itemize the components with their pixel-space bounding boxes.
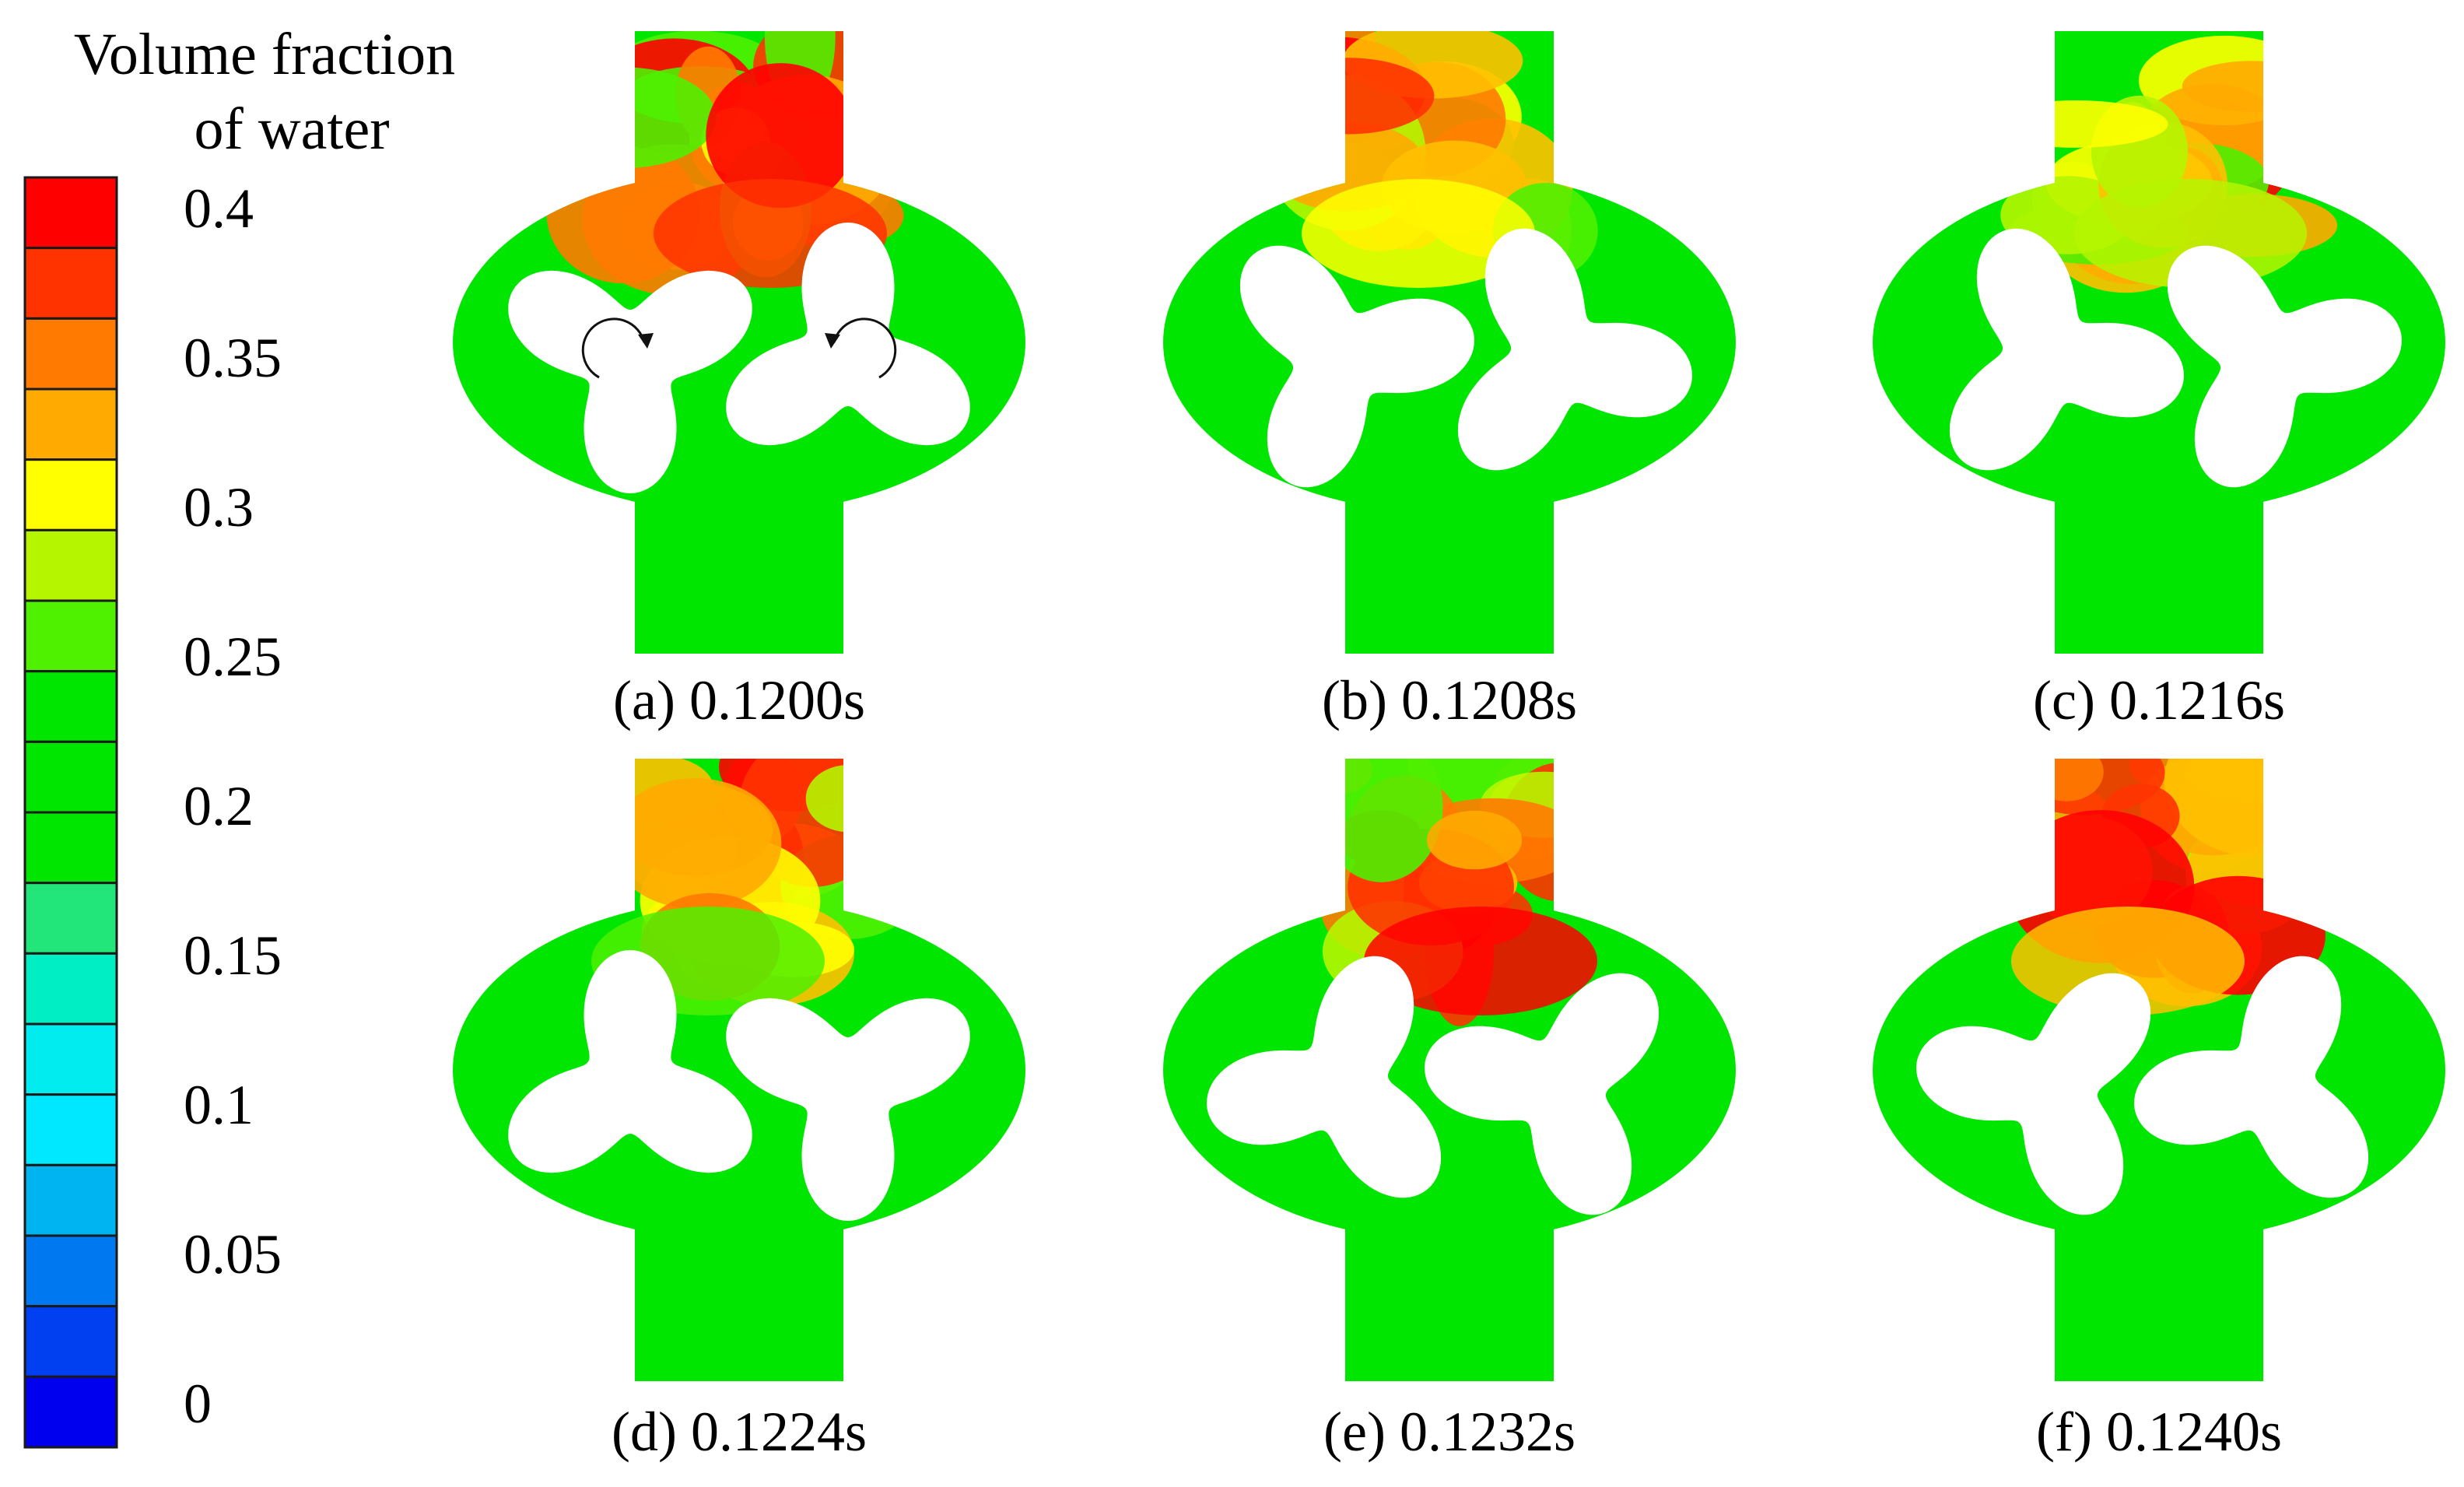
water-fraction-contour bbox=[1320, 759, 1443, 882]
water-fraction-contour bbox=[2011, 907, 2245, 1015]
colorbar-swatch bbox=[23, 317, 118, 391]
colorbar-swatch bbox=[23, 882, 118, 955]
right-rotor bbox=[2134, 956, 2369, 1198]
colorbar-swatch bbox=[23, 670, 118, 743]
left-rotor bbox=[508, 950, 752, 1173]
colorbar-swatch bbox=[23, 176, 118, 250]
colorbar-tick: 0.05 bbox=[184, 1223, 282, 1285]
left-rotor bbox=[1207, 956, 1442, 1198]
colorbar-tick: 0.3 bbox=[184, 476, 254, 538]
pump-panel-c bbox=[1873, 31, 2445, 654]
pump-panel-a bbox=[453, 31, 1025, 654]
rotation-arrow-icon bbox=[581, 317, 646, 379]
colorbar-swatch bbox=[23, 1305, 118, 1378]
panel-caption: (c) 0.1216s bbox=[2033, 669, 2285, 731]
arrowhead-icon bbox=[825, 333, 840, 349]
colorbar-tick: 0.15 bbox=[184, 924, 282, 987]
panel-caption: (f) 0.1240s bbox=[2036, 1401, 2282, 1463]
colorbar-swatch bbox=[23, 740, 118, 814]
right-rotor bbox=[1425, 973, 1660, 1215]
water-fraction-contour bbox=[1427, 810, 1523, 870]
colorbar-swatch bbox=[23, 528, 118, 602]
colorbar-swatch bbox=[23, 599, 118, 673]
panel-caption: (b) 0.1208s bbox=[1322, 669, 1577, 731]
right-rotor bbox=[726, 223, 970, 446]
colorbar-swatch bbox=[23, 1093, 118, 1166]
colorbar-swatch bbox=[23, 388, 118, 461]
colorbar bbox=[23, 176, 118, 1449]
colorbar-swatch bbox=[23, 952, 118, 1026]
colorbar-swatch bbox=[23, 1163, 118, 1237]
colorbar-swatch bbox=[23, 1375, 118, 1449]
legend-title-line-2: of water bbox=[194, 96, 390, 162]
left-rotor bbox=[1916, 973, 2151, 1215]
colorbar-tick: 0.4 bbox=[184, 177, 254, 240]
left-rotor bbox=[508, 270, 752, 493]
rotation-arrow-icon bbox=[832, 317, 897, 379]
colorbar-tick: 0.2 bbox=[184, 775, 254, 837]
panel-caption: (d) 0.1224s bbox=[612, 1401, 867, 1463]
water-fraction-contour bbox=[1261, 58, 1435, 135]
left-rotor bbox=[1949, 228, 2184, 471]
pump-panel-b bbox=[1163, 31, 1736, 654]
colorbar-tick: 0 bbox=[184, 1373, 212, 1435]
colorbar-swatch bbox=[23, 1022, 118, 1096]
colorbar-tick: 0.25 bbox=[184, 626, 282, 688]
water-fraction-contour bbox=[805, 765, 892, 833]
right-rotor bbox=[726, 998, 970, 1221]
colorbar-swatch bbox=[23, 458, 118, 531]
pump-panel-f bbox=[1873, 759, 2445, 1381]
legend-title: Volume fraction of water bbox=[16, 17, 513, 167]
colorbar-swatch bbox=[23, 247, 118, 320]
colorbar-swatch bbox=[23, 1234, 118, 1308]
right-rotor bbox=[2167, 245, 2402, 488]
colorbar-tick: 0.35 bbox=[184, 327, 282, 389]
left-rotor bbox=[1239, 245, 1474, 488]
pump-panel-d bbox=[453, 759, 1025, 1381]
colorbar-tick: 0.1 bbox=[184, 1074, 254, 1136]
colorbar-swatch bbox=[23, 811, 118, 885]
right-rotor bbox=[1457, 228, 1692, 471]
panel-caption: (e) 0.1232s bbox=[1323, 1401, 1575, 1463]
water-fraction-contour bbox=[2073, 179, 2307, 288]
panel-caption: (a) 0.1200s bbox=[613, 669, 865, 731]
legend-title-line-1: Volume fraction bbox=[73, 22, 456, 87]
water-fraction-contour bbox=[1302, 179, 1535, 288]
water-fraction-contour bbox=[534, 67, 717, 169]
water-fraction-contour bbox=[1983, 100, 2168, 148]
water-fraction-contour bbox=[1364, 907, 1597, 1015]
water-fraction-contour bbox=[609, 778, 782, 909]
pump-panel-e bbox=[1163, 759, 1736, 1381]
water-fraction-contour bbox=[706, 63, 856, 209]
water-fraction-contour bbox=[2182, 61, 2322, 112]
arrowhead-icon bbox=[638, 333, 654, 349]
